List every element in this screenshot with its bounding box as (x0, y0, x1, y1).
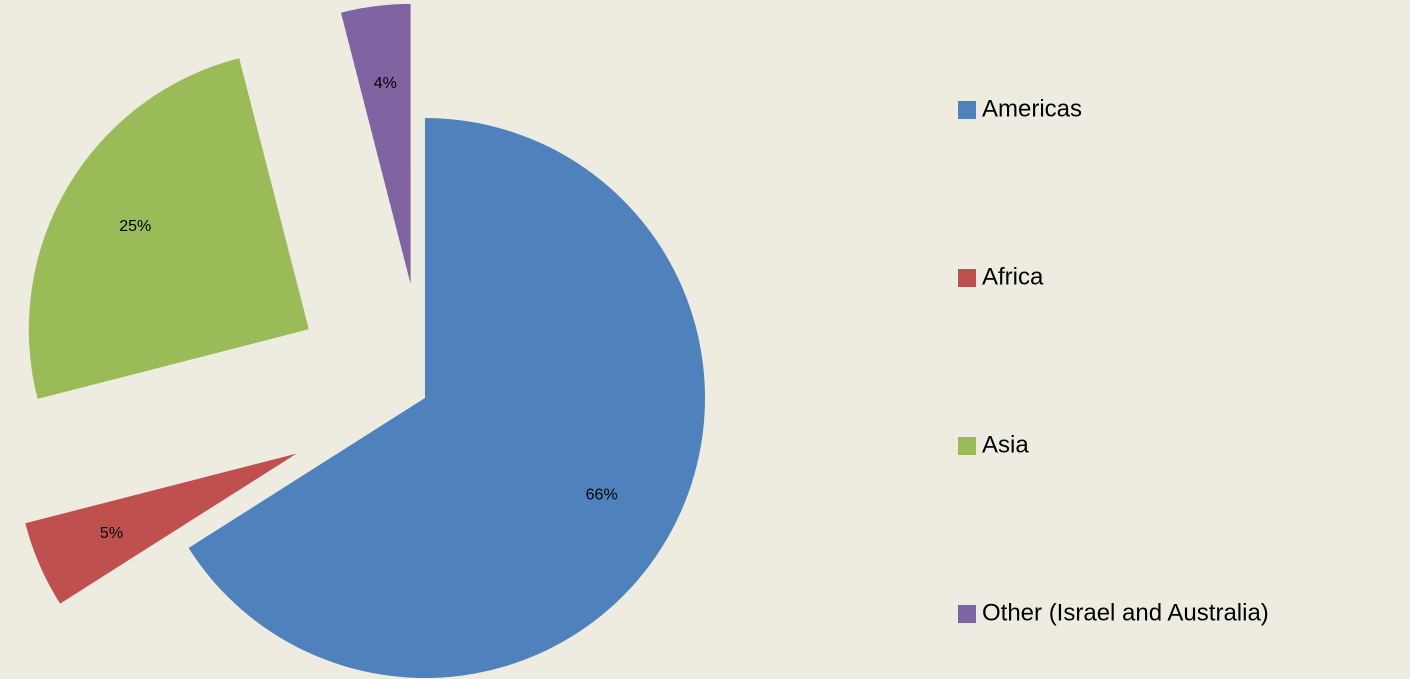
legend-swatch (958, 269, 976, 287)
legend-swatch (958, 101, 976, 119)
legend-label: Asia (982, 431, 1029, 458)
pie-slice (28, 58, 309, 399)
data-label: 5% (100, 525, 123, 542)
legend-label: Africa (982, 263, 1044, 290)
legend-swatch (958, 605, 976, 623)
legend-label: Americas (982, 95, 1082, 122)
pie-slice (188, 118, 706, 679)
data-label: 66% (586, 486, 618, 503)
data-label: 4% (374, 75, 397, 92)
pie-slice (25, 453, 297, 604)
legend-label: Other (Israel and Australia) (982, 599, 1269, 626)
data-label: 25% (119, 218, 151, 235)
pie-slice (340, 3, 411, 284)
legend-swatch (958, 437, 976, 455)
